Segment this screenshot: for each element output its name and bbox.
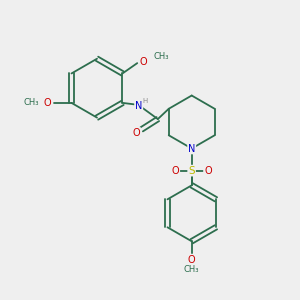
Text: CH₃: CH₃ — [153, 52, 169, 61]
Text: O: O — [133, 128, 140, 138]
Text: O: O — [188, 254, 196, 265]
Text: O: O — [204, 166, 212, 176]
Text: CH₃: CH₃ — [184, 265, 200, 274]
Text: H: H — [142, 98, 148, 103]
Text: S: S — [188, 166, 195, 176]
Text: O: O — [44, 98, 51, 108]
Text: N: N — [188, 143, 195, 154]
Text: O: O — [172, 166, 179, 176]
Text: CH₃: CH₃ — [24, 98, 39, 107]
Text: O: O — [140, 57, 148, 67]
Text: N: N — [135, 101, 142, 111]
